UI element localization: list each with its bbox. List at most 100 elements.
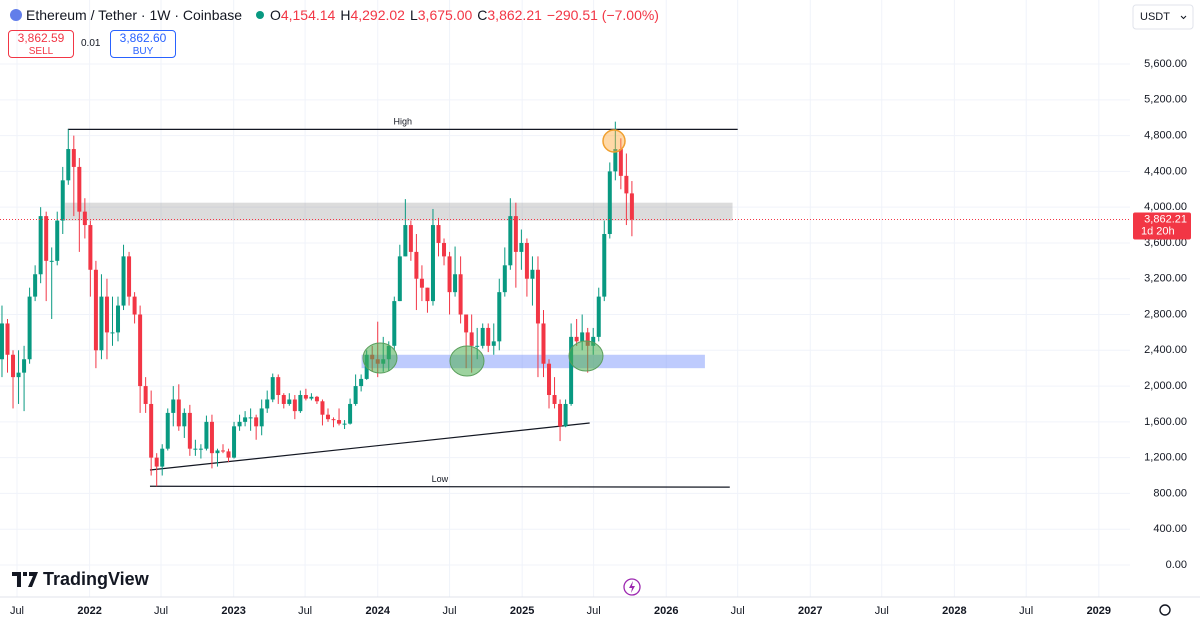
settings-icon[interactable] [1159,604,1171,616]
x-tick-label: 2022 [77,605,101,617]
candle-body [497,292,502,342]
candle-body [607,171,612,235]
candle-body [287,399,292,404]
candle-body [11,354,16,378]
candle-body [408,225,413,252]
candle-body [182,412,187,427]
candle-body [624,175,629,194]
last-price-label: 3,862.21 [1144,213,1187,225]
candle-body [397,256,402,302]
currency: USDT [1140,11,1170,23]
candle-body [508,216,513,266]
ohlc-value: 3,862.21 [487,7,542,23]
candle-body [547,363,552,396]
candle-body [602,234,607,297]
candle-body [215,450,220,454]
candle-body [44,216,49,261]
buy-button[interactable]: 3,862.60 BUY [110,30,176,58]
sell-price: 3,862.59 [17,31,65,45]
candle-body [138,314,143,387]
candle-body [116,305,121,333]
line-label: High [394,117,413,127]
x-tick-label: Jul [731,605,745,617]
candle-body [209,421,214,454]
candle-body [93,269,98,351]
sell-button[interactable]: 3,862.59 SELL [8,30,74,58]
candle-body [491,341,496,346]
candle-body [143,386,148,404]
candle-body [414,251,419,279]
x-tick-label: Jul [875,605,889,617]
candle-body [552,395,557,404]
highlight-circles [362,129,626,377]
candle-body [204,421,209,449]
candle-body [193,448,198,450]
event-icon-bolt [629,581,635,593]
x-tick-label: 2023 [221,605,245,617]
y-tick-label: 3,200.00 [1144,273,1187,285]
ohlc-value: 4,292.02 [350,7,405,23]
candle-body [458,274,463,315]
candle-body [574,336,579,342]
candle-body [475,345,480,347]
candle-body [77,166,82,212]
ohlc-label: O [269,7,281,23]
logo: TradingView [12,569,150,589]
change: −290.51 (−7.00%) [546,7,659,23]
candle-body [430,225,435,302]
candle-body [27,296,32,360]
y-tick-label: 2,800.00 [1144,308,1187,320]
candle-body [541,323,546,364]
candle-body [154,457,159,467]
candle-body [198,448,203,450]
candle-body [502,265,507,293]
event-icon[interactable] [623,578,641,596]
candle-body [519,242,524,252]
x-tick-label: Jul [443,605,457,617]
candle-body [104,296,109,333]
y-tick-label: 5,600.00 [1144,58,1187,70]
zone [65,202,733,221]
drawn-line [149,422,590,471]
candle-body [5,323,10,355]
highlight [602,129,626,153]
candle-body [403,225,408,257]
currency-select[interactable] [1132,4,1194,30]
y-tick-label: 2,000.00 [1144,380,1187,392]
candle-body [265,399,270,409]
candle-body [149,403,154,458]
x-tick-label: Jul [10,605,24,617]
status-dot [255,11,264,19]
candle-body [480,327,485,346]
candle-body [331,419,336,421]
brand: TradingView [43,569,150,589]
y-tick-label: 1,200.00 [1144,452,1187,464]
y-tick-label: 4,000.00 [1144,201,1187,213]
candle-body [629,193,634,220]
candle-body [563,403,568,427]
countdown: 1d 20h [1141,225,1175,237]
candle-body [160,448,165,467]
y-tick-label: 1,600.00 [1144,416,1187,428]
candle-body [342,423,347,425]
candle-body [99,296,104,351]
candle-body [237,421,242,427]
x-tick-label: Jul [1019,605,1033,617]
candle-body [469,332,474,346]
x-tick-label: Jul [154,605,168,617]
candle-body [453,274,458,293]
candle-body [359,378,364,387]
zone [361,354,705,369]
y-tick-label: 4,400.00 [1144,165,1187,177]
line-label: Low [432,474,449,484]
logo-mark [12,572,38,587]
candle-body [88,225,93,270]
x-tick-label: 2026 [654,605,678,617]
candle-body [325,414,330,420]
candle-body [320,401,325,415]
buy-label: BUY [132,46,154,57]
highlight [362,342,398,374]
y-tick-label: 800.00 [1153,487,1187,499]
